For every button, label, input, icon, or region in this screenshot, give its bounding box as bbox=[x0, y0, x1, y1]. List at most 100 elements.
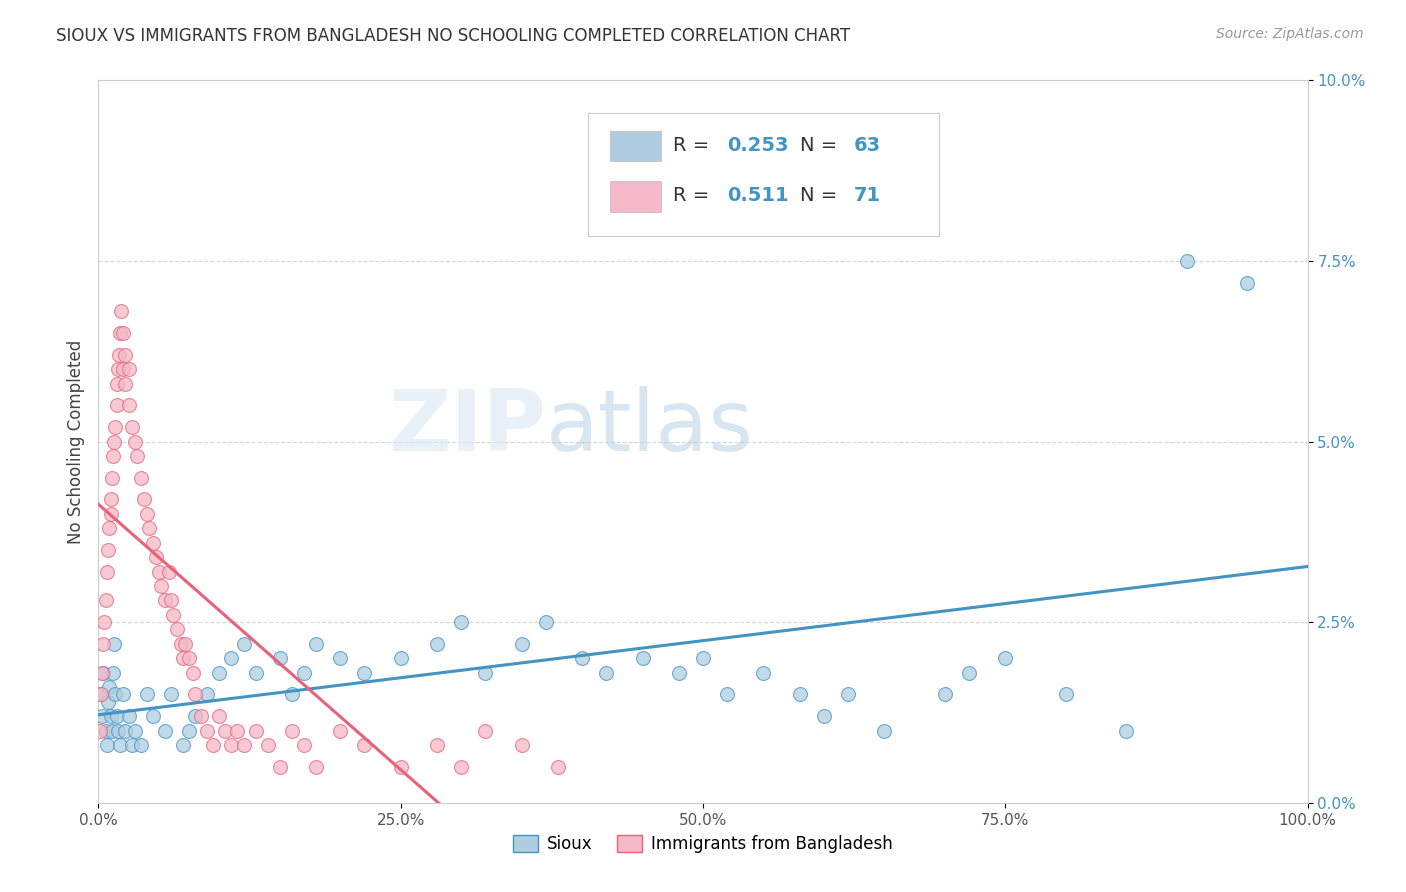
Point bbox=[100, 723, 122, 738]
Point bbox=[91, 709, 114, 723]
Point bbox=[329, 723, 352, 738]
Point bbox=[153, 723, 176, 738]
Point bbox=[162, 607, 184, 622]
Point bbox=[450, 615, 472, 630]
Point bbox=[510, 738, 533, 752]
Point bbox=[934, 687, 956, 701]
Point bbox=[148, 565, 170, 579]
Point bbox=[129, 471, 152, 485]
Point bbox=[94, 723, 117, 738]
Point bbox=[172, 651, 194, 665]
Point bbox=[292, 665, 315, 680]
Point bbox=[104, 687, 127, 701]
Point bbox=[114, 348, 136, 362]
Point bbox=[105, 709, 128, 723]
Point bbox=[121, 738, 143, 752]
Point bbox=[305, 637, 328, 651]
Point bbox=[100, 507, 122, 521]
Point bbox=[97, 695, 120, 709]
Point bbox=[103, 434, 125, 449]
Point bbox=[91, 637, 114, 651]
Point bbox=[1175, 254, 1198, 268]
Point bbox=[716, 687, 738, 701]
Point bbox=[97, 542, 120, 557]
Point bbox=[93, 615, 115, 630]
Point bbox=[101, 449, 124, 463]
Text: R =: R = bbox=[672, 136, 716, 155]
Point bbox=[668, 665, 690, 680]
Point bbox=[181, 665, 204, 680]
Point bbox=[426, 738, 449, 752]
Text: 0.511: 0.511 bbox=[727, 186, 789, 205]
FancyBboxPatch shape bbox=[588, 112, 939, 235]
Point bbox=[108, 738, 131, 752]
Point bbox=[202, 738, 225, 752]
Point bbox=[91, 665, 114, 680]
Point bbox=[169, 637, 191, 651]
Text: 71: 71 bbox=[855, 186, 882, 205]
Point bbox=[107, 362, 129, 376]
Point bbox=[221, 738, 243, 752]
Point bbox=[98, 680, 121, 694]
Text: 63: 63 bbox=[855, 136, 882, 155]
Point bbox=[118, 709, 141, 723]
Point bbox=[98, 521, 121, 535]
Point bbox=[1236, 276, 1258, 290]
Text: N =: N = bbox=[800, 186, 844, 205]
Point bbox=[94, 593, 117, 607]
Point bbox=[789, 687, 811, 701]
Point bbox=[510, 637, 533, 651]
Point bbox=[474, 665, 496, 680]
Point bbox=[111, 687, 134, 701]
Point bbox=[534, 615, 557, 630]
Text: Source: ZipAtlas.com: Source: ZipAtlas.com bbox=[1216, 27, 1364, 41]
Point bbox=[135, 687, 157, 701]
Point bbox=[90, 687, 112, 701]
Point bbox=[179, 651, 201, 665]
Point bbox=[118, 362, 141, 376]
Point bbox=[118, 398, 141, 412]
Point bbox=[195, 723, 218, 738]
Point bbox=[110, 304, 132, 318]
Point bbox=[108, 326, 131, 340]
Point bbox=[292, 738, 315, 752]
Point bbox=[195, 687, 218, 701]
Text: N =: N = bbox=[800, 136, 844, 155]
Point bbox=[221, 651, 243, 665]
Point bbox=[111, 326, 134, 340]
Point bbox=[124, 723, 146, 738]
Text: ZIP: ZIP bbox=[388, 385, 546, 468]
Point bbox=[157, 565, 180, 579]
Point bbox=[121, 420, 143, 434]
Point bbox=[813, 709, 835, 723]
Point bbox=[100, 492, 122, 507]
Point bbox=[150, 579, 173, 593]
FancyBboxPatch shape bbox=[610, 181, 661, 211]
Point bbox=[692, 651, 714, 665]
Point bbox=[281, 687, 304, 701]
Point bbox=[571, 651, 593, 665]
Point bbox=[91, 665, 114, 680]
Text: atlas: atlas bbox=[546, 385, 754, 468]
Point bbox=[142, 535, 165, 549]
Point bbox=[353, 665, 375, 680]
Point bbox=[305, 760, 328, 774]
Text: 0.253: 0.253 bbox=[727, 136, 789, 155]
Point bbox=[873, 723, 896, 738]
Point bbox=[631, 651, 654, 665]
Point bbox=[153, 593, 176, 607]
Point bbox=[595, 665, 617, 680]
Point bbox=[957, 665, 980, 680]
Point bbox=[129, 738, 152, 752]
Point bbox=[127, 449, 149, 463]
Point bbox=[214, 723, 236, 738]
Point bbox=[208, 709, 231, 723]
Point bbox=[135, 507, 157, 521]
Point bbox=[245, 665, 267, 680]
Point bbox=[184, 709, 207, 723]
Point bbox=[145, 550, 167, 565]
Point bbox=[281, 723, 304, 738]
Point bbox=[108, 348, 131, 362]
Point bbox=[105, 398, 128, 412]
Point bbox=[837, 687, 859, 701]
